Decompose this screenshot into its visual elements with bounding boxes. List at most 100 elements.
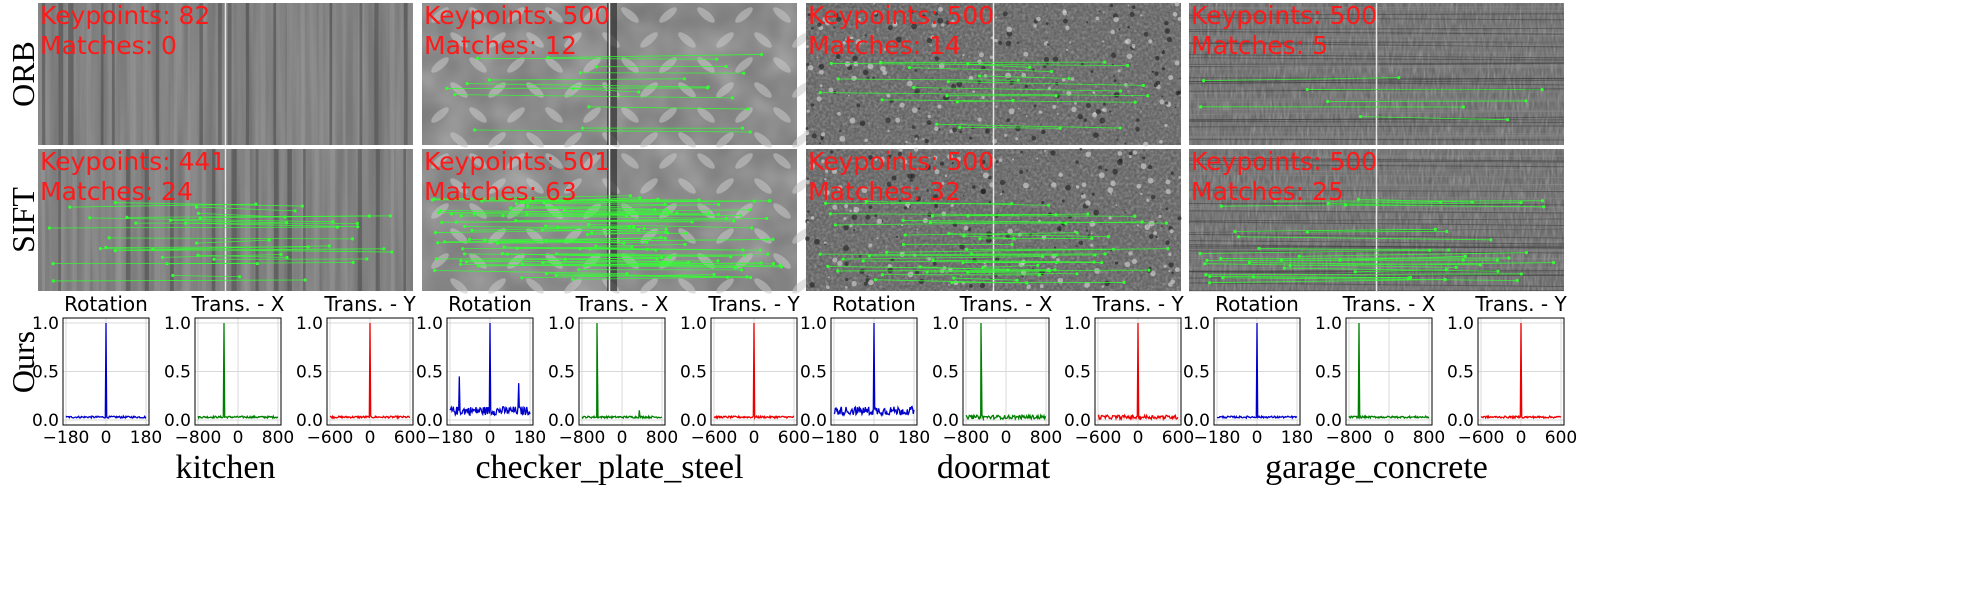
match-line — [932, 259, 1095, 263]
mat-fibre — [823, 241, 827, 245]
mat-fibre — [873, 10, 878, 15]
match-line — [444, 239, 768, 243]
keypoint-marker — [1103, 252, 1107, 256]
mat-fibre — [909, 178, 914, 182]
y-tick-label: 0.0 — [548, 411, 575, 431]
y-tick-label: 1.0 — [1315, 314, 1342, 334]
mat-fibre — [1005, 72, 1012, 79]
plate-tread — [735, 57, 753, 73]
mat-fibre — [1117, 151, 1123, 156]
plate-tread — [678, 32, 696, 48]
match-line — [542, 262, 774, 264]
plate-tread — [640, 228, 658, 244]
x-tick-label: −800 — [943, 428, 990, 448]
x-tick-label: 600 — [1162, 428, 1194, 448]
keypoint-marker — [476, 264, 480, 268]
mat-fibre — [908, 9, 914, 15]
mat-fibre — [880, 65, 886, 72]
mat-fibre — [1163, 264, 1167, 268]
mat-fibre — [863, 69, 869, 76]
mat-fibre — [1051, 182, 1057, 188]
keypoint-marker — [454, 220, 458, 224]
dataset-label-kitchen: kitchen — [175, 449, 275, 486]
mat-fibre — [1021, 275, 1024, 278]
mat-fibre — [1101, 108, 1105, 112]
wood-grain — [41, 3, 46, 145]
keypoint-marker — [1133, 214, 1137, 218]
mat-fibre — [907, 205, 910, 209]
plate-tread — [450, 82, 468, 98]
keypoint-marker — [461, 247, 465, 251]
keypoint-marker — [306, 245, 310, 249]
mat-fibre — [1056, 112, 1059, 115]
mat-fibre — [962, 53, 965, 57]
mat-fibre — [1129, 11, 1135, 18]
mat-fibre — [1057, 96, 1060, 99]
wood-grain — [58, 3, 64, 145]
plot-frame — [326, 317, 414, 426]
match-line — [434, 270, 627, 275]
mat-fibre — [1045, 22, 1049, 25]
mat-fibre — [1002, 11, 1008, 17]
mat-fibre — [825, 20, 831, 26]
keypoint-marker — [1203, 262, 1207, 266]
mat-fibre — [1116, 138, 1119, 141]
keypoint-marker — [947, 232, 951, 236]
keypoint-marker — [1505, 118, 1510, 122]
mat-fibre — [865, 214, 871, 220]
mat-fibre — [831, 168, 838, 175]
plate-tread — [507, 107, 525, 123]
plate-tread — [431, 57, 449, 73]
x-tick-label: 180 — [898, 428, 930, 448]
keypoint-marker — [1552, 261, 1556, 265]
mat-fibre — [1077, 113, 1084, 120]
wood-grain — [314, 149, 320, 291]
mat-fibre — [937, 104, 942, 109]
keypoint-marker — [68, 205, 72, 209]
mat-fibre — [806, 62, 810, 66]
mat-fibre — [1058, 172, 1063, 177]
wood-grain — [344, 149, 348, 291]
keypoint-marker — [1205, 258, 1209, 262]
keypoint-marker — [632, 225, 636, 229]
mat-fibre — [1065, 184, 1071, 191]
dataset-label-doormat: doormat — [937, 449, 1051, 486]
keypoints-readout: Keypoints: 500 — [424, 1, 610, 30]
mat-fibre — [807, 13, 811, 17]
mat-fibre — [1146, 198, 1150, 202]
y-tick-label: 1.0 — [32, 314, 59, 334]
mat-fibre — [952, 127, 957, 133]
mat-fibre — [1126, 53, 1133, 60]
keypoint-marker — [1049, 69, 1054, 74]
keypoint-marker — [1489, 238, 1493, 242]
plate-tread — [564, 178, 582, 194]
plate-tread — [545, 107, 563, 123]
mat-fibre — [1113, 16, 1119, 23]
keypoint-marker — [1433, 227, 1437, 231]
x-tick-label: 0 — [1133, 428, 1144, 448]
plate-tread — [564, 278, 582, 294]
mat-fibre — [934, 126, 939, 132]
mat-fibre — [1104, 280, 1110, 287]
mat-fibre — [856, 103, 861, 108]
mat-fibre — [1140, 163, 1147, 170]
plate-tread — [450, 32, 468, 48]
keypoint-marker — [1515, 278, 1519, 283]
mat-fibre — [887, 25, 893, 31]
plate-tread — [488, 32, 506, 48]
keypoint-marker — [300, 204, 304, 208]
mat-fibre — [1001, 190, 1005, 194]
plate-tread — [754, 278, 772, 294]
wood-grain — [142, 3, 148, 145]
mat-fibre — [858, 254, 862, 258]
match-line — [1299, 252, 1527, 257]
keypoint-marker — [1199, 105, 1203, 109]
wood-grain — [86, 3, 92, 145]
y-tick-label: 0.0 — [680, 411, 707, 431]
mat-fibre — [933, 203, 939, 209]
mat-fibre — [855, 39, 862, 46]
series-line — [65, 322, 147, 420]
match-line — [89, 217, 333, 223]
match-line — [588, 106, 748, 110]
mat-fibre — [1081, 182, 1087, 188]
